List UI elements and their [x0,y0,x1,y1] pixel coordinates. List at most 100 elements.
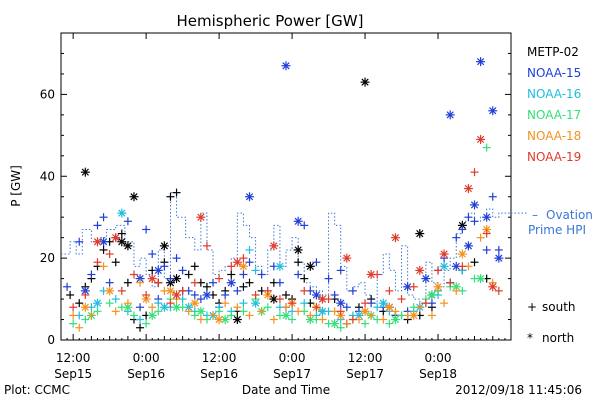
south-point [75,299,84,308]
x-ticks: 12:00 Sep15 0:00 Sep16 12:00 Sep16 0:00 Sep17 12… [54,33,506,381]
south-point [154,278,163,287]
north-point [476,57,486,67]
north-point [232,315,242,325]
x-tick-label-date: Sep17 [273,367,311,381]
south-point [239,299,248,308]
north-point [457,249,467,259]
south-point [227,311,236,320]
south-point [196,315,205,324]
south-point [397,295,406,304]
south-point [275,278,284,287]
south-point [172,254,181,263]
south-point [190,262,199,271]
north-point [214,315,224,325]
north-point [92,237,102,247]
south-point [446,278,455,287]
south-point [458,262,467,271]
south-point [336,307,345,316]
north-point [433,282,443,292]
north-point [470,200,480,210]
south-point [318,315,327,324]
south-point [178,286,187,295]
north-point [415,229,425,239]
south-point [257,307,266,316]
north-point [354,310,364,320]
south-point [123,217,132,226]
south-point [160,262,169,271]
south-point [111,258,120,267]
y-tick-label: 20 [40,251,55,265]
north-point [293,216,303,226]
north-point [172,274,182,284]
north-point [147,310,157,320]
south-point [470,217,479,226]
south-point [421,299,430,308]
north-point [165,278,175,288]
north-point [427,290,437,300]
south-point [154,307,163,316]
north-point [165,286,175,296]
south-point [227,262,236,271]
south-marker-symbol: + [527,300,537,314]
south-point [294,270,303,279]
south-point [166,192,175,201]
x-tick-label-time: 12:00 [202,351,237,365]
south-point [373,303,382,312]
south-point [470,258,479,267]
north-point [305,315,315,325]
south-point [75,237,84,246]
north-point [196,212,206,222]
south-point [239,282,248,291]
south-point [136,323,145,332]
south-point [409,282,418,291]
north-point [317,306,327,316]
south-point [202,241,211,250]
x-axis-label: Date and Time [242,383,330,397]
south-point [464,213,473,222]
data-points [63,57,504,332]
south-point [300,221,309,230]
north-point [342,253,352,263]
ovation-legend-line1: Ovation [546,208,593,222]
south-point [336,266,345,275]
south-point [312,258,321,267]
north-point [232,257,242,267]
south-point [263,303,272,312]
y-tick-label: 60 [40,87,55,101]
marker-legend: + south * north [527,300,576,345]
north-point [202,290,212,300]
south-point [385,286,394,295]
legend-entry: NOAA-19 [527,150,581,164]
north-point [476,134,486,144]
north-point [281,61,291,71]
north-point [238,261,248,271]
south-point [81,290,90,299]
south-point [482,229,491,238]
south-point [245,245,254,254]
north-point [281,310,291,320]
south-point [69,319,78,328]
south-point [233,286,242,295]
south-point [105,278,114,287]
south-point [148,303,157,312]
y-tick-label: 40 [40,169,55,183]
south-point [227,270,236,279]
north-point [275,261,285,271]
south-point [494,245,503,254]
south-point [391,307,400,316]
north-point [463,184,473,194]
south-point [196,295,205,304]
ovation-legend-dash: – [532,208,538,222]
north-point [494,253,504,263]
south-point [245,278,254,287]
south-point [476,233,485,242]
north-point [245,192,255,202]
legend-entry: NOAA-15 [527,66,581,80]
north-point [488,106,498,116]
south-point [111,295,120,304]
south-point [239,254,248,263]
south-point [209,311,218,320]
south-point [69,311,78,320]
north-point [153,265,163,275]
south-point [239,270,248,279]
